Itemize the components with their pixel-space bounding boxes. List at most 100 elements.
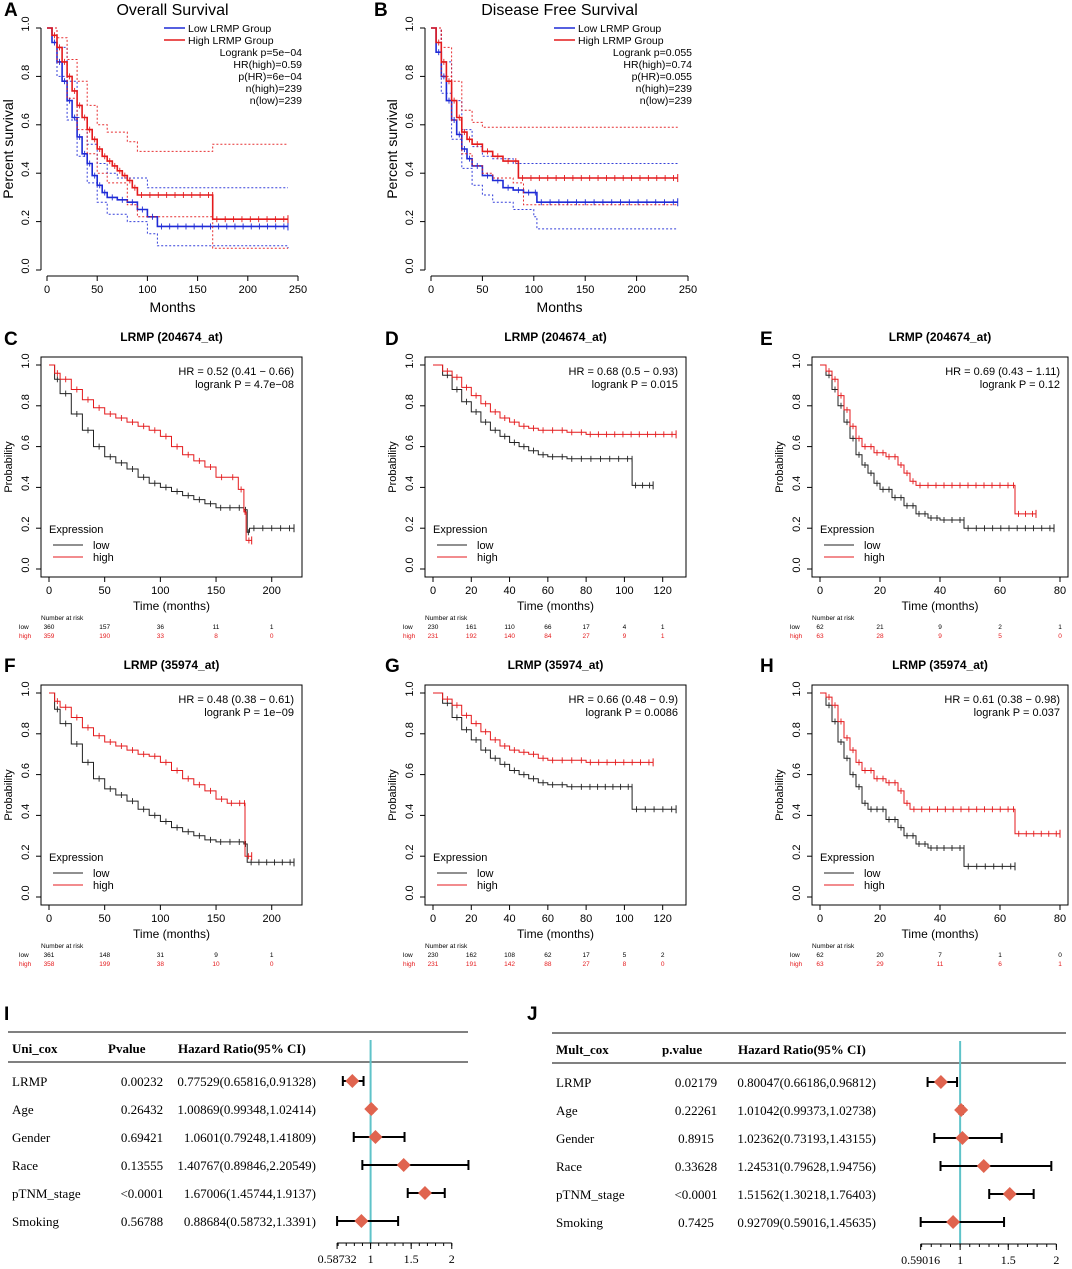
y-tick-label: 1.0 [404, 353, 416, 368]
y-tick-label: 0.0 [20, 885, 32, 900]
risk-table-value: 0 [661, 961, 665, 968]
risk-table-value: 20 [876, 952, 884, 959]
forest-tick-label: 1 [368, 1252, 374, 1266]
risk-table-value: 231 [428, 961, 439, 968]
x-tick-label: 150 [207, 913, 225, 925]
hr-diamond [946, 1215, 961, 1229]
km-panel-B: Disease Free Survival 0 50 100 150 200 250 0.0 0… [384, 2, 697, 315]
y-tick-label: 0.2 [404, 845, 416, 860]
row-pvalue: 0.8915 [678, 1131, 714, 1146]
survival-curve-low [47, 27, 288, 228]
survival-curve-low [433, 364, 654, 486]
y-tick-label: 0.8 [20, 65, 32, 80]
risk-table-value: 190 [99, 633, 110, 640]
panel-letter-B: B [374, 0, 388, 21]
y-tick-label: 1.0 [404, 681, 416, 696]
x-tick-label: 60 [994, 585, 1006, 597]
row-variable: Race [12, 1158, 38, 1173]
x-axis-label: Time (months) [902, 599, 979, 613]
forest-tick-label: 1.5 [1001, 1253, 1016, 1267]
panel-letter-I: I [4, 1004, 9, 1025]
row-variable: Age [12, 1102, 34, 1117]
stat-text: n(low)=239 [250, 95, 302, 107]
risk-table-value: 1 [270, 624, 274, 631]
risk-table-value: 62 [816, 952, 824, 959]
km-panel-G: LRMP (35974_at)0 20 40 60 80 100 1200.00.20.40… [387, 658, 687, 968]
legend-label: high [864, 880, 885, 892]
row-pvalue: 0.00232 [121, 1074, 163, 1089]
x-tick-label: 100 [525, 284, 543, 296]
y-tick-label: 0.2 [20, 210, 32, 225]
x-tick-label: 200 [263, 585, 281, 597]
risk-table-value: 66 [544, 624, 552, 631]
y-axis-label: Probability [3, 441, 15, 493]
x-tick-label: 50 [91, 284, 103, 296]
legend-label: High LRMP Group [578, 35, 664, 47]
survival-curve-high [49, 692, 252, 857]
y-tick-label: 1.0 [404, 16, 416, 31]
legend-label: low [864, 540, 881, 552]
km-panel-C: LRMP (204674_at) 0 50 100 150 200 0.0 0.2 0.4 0.6… [3, 330, 303, 640]
ci-lower-line-high [431, 27, 678, 206]
survival-curve-high [433, 692, 654, 763]
x-tick-label: 80 [1054, 585, 1066, 597]
y-axis-label: Probability [774, 441, 786, 493]
y-tick-label: 0.0 [20, 557, 32, 572]
x-axis-label: Time (months) [133, 599, 210, 613]
risk-table-value: 17 [583, 952, 591, 959]
row-hr-ci: 1.01042(0.99373,1.02738) [737, 1103, 876, 1118]
forest-tick-label: 1.5 [404, 1252, 419, 1266]
risk-table-value: 161 [466, 624, 477, 631]
plot-frame [40, 356, 303, 578]
x-tick-label: 120 [654, 913, 672, 925]
risk-table-value: 27 [583, 961, 591, 968]
legend-label: high [477, 880, 498, 892]
risk-table-value: 28 [876, 633, 884, 640]
y-tick-label: 0.4 [404, 162, 416, 177]
x-tick-label: 100 [151, 585, 169, 597]
risk-table-value: 199 [99, 961, 110, 968]
y-tick-label: 1.0 [791, 353, 803, 368]
row-pvalue: 0.7425 [678, 1215, 714, 1230]
stat-text: HR(high)=0.59 [233, 59, 302, 71]
table-header: p.value [662, 1042, 702, 1057]
x-tick-label: 200 [239, 284, 257, 296]
panel-letter-A: A [4, 0, 18, 21]
legend-label: low [93, 540, 110, 552]
legend-label: Low LRMP Group [188, 23, 271, 35]
plot-title: LRMP (35974_at) [508, 658, 604, 672]
forest-tick-label: 2 [1053, 1253, 1059, 1267]
legend-label: high [93, 552, 114, 564]
y-tick-label: 1.0 [20, 353, 32, 368]
row-pvalue: 0.02179 [675, 1075, 717, 1090]
y-tick-label: 0.4 [20, 162, 32, 177]
risk-table-title: Number at risk [425, 943, 468, 950]
risk-table-group-label: high [19, 961, 32, 968]
table-header: Hazard Ratio(95% CI) [738, 1042, 866, 1057]
risk-table-value: 8 [623, 961, 627, 968]
survival-curve-high [49, 364, 252, 541]
y-tick-label: 1.0 [20, 16, 32, 31]
hr-diamond [955, 1131, 970, 1145]
logrank-text: logrank P = 0.0086 [586, 707, 678, 719]
km-panel-D: LRMP (204674_at) 0 20 40 60 80 100 120 0.0 0.2 0.4… [387, 330, 687, 640]
x-tick-label: 80 [580, 913, 592, 925]
x-tick-label: 120 [654, 585, 672, 597]
stat-text: Logrank p=0.055 [613, 47, 692, 59]
hr-diamond [933, 1075, 948, 1089]
panel-letter-H: H [760, 656, 774, 677]
row-hr-ci: 1.51562(1.30218,1.76403) [737, 1187, 876, 1202]
risk-table-value: 63 [816, 633, 824, 640]
y-axis-label: Probability [387, 769, 399, 821]
hr-diamond [345, 1074, 360, 1088]
row-pvalue: 0.13555 [121, 1158, 163, 1173]
panel-letter-J: J [527, 1004, 538, 1025]
km-panel-E: LRMP (204674_at)0 20 40 60 800.00.20.40.60.8… [774, 330, 1069, 640]
y-tick-label: 0.0 [404, 258, 416, 273]
y-tick-label: 0.8 [20, 394, 32, 409]
plot-frame [424, 356, 687, 578]
logrank-text: logrank P = 1e−09 [204, 707, 294, 719]
logrank-text: logrank P = 4.7e−08 [195, 379, 294, 391]
hr-diamond [417, 1186, 432, 1200]
row-hr-ci: 0.77529(0.65816,0.91328) [177, 1074, 316, 1089]
